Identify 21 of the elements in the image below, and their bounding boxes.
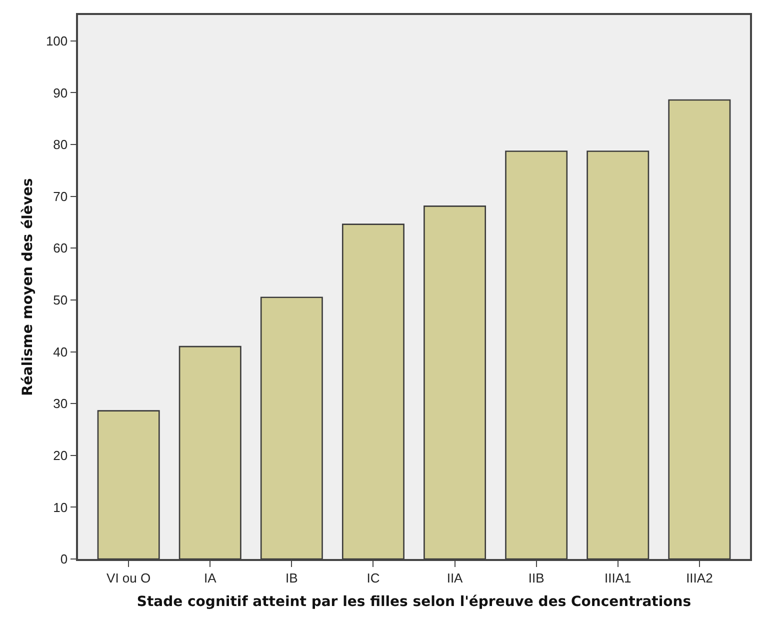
x-tick-label: VI ou O: [106, 570, 151, 586]
y-tick-label: 30: [53, 396, 68, 412]
y-tick-label: 70: [53, 188, 68, 204]
x-tick-label: IA: [204, 570, 217, 586]
x-tick-label: IIB: [528, 570, 544, 586]
x-tick-label: IB: [286, 570, 298, 586]
y-tick-label: 20: [53, 448, 68, 463]
y-tick-label: 10: [53, 500, 68, 515]
y-tick-label: 80: [53, 137, 68, 152]
y-tick-label: 60: [53, 240, 68, 256]
y-axis-title: Réalisme moyen des élèves: [20, 178, 36, 396]
x-tick-label: IIIA2: [686, 570, 713, 586]
x-axis-title: Stade cognitif atteint par les filles selon l'épreuve des Concentrations: [136, 594, 692, 610]
y-tick-label: 50: [53, 292, 68, 308]
y-tick-label: 90: [53, 85, 68, 100]
y-tick-label: 0: [60, 552, 68, 567]
x-tick-label: IIA: [446, 570, 464, 586]
y-tick-label: 40: [53, 344, 68, 360]
x-tick-label: IIIA1: [604, 570, 632, 586]
y-tick-label: 100: [46, 33, 68, 48]
x-tick-label: IC: [366, 570, 380, 586]
